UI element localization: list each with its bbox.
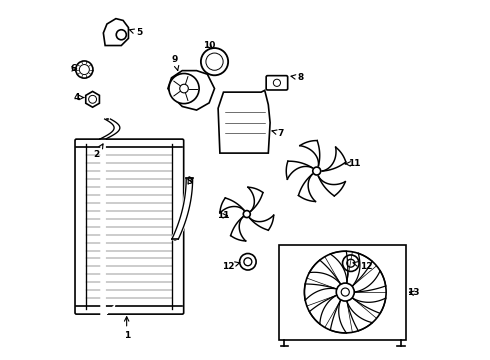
Circle shape <box>76 61 93 78</box>
Text: 1: 1 <box>123 317 130 341</box>
Circle shape <box>89 95 97 103</box>
Text: 10: 10 <box>203 41 215 50</box>
Circle shape <box>240 253 256 270</box>
Bar <box>279 244 406 339</box>
FancyBboxPatch shape <box>75 139 184 314</box>
Polygon shape <box>86 91 99 107</box>
Text: 6: 6 <box>71 64 77 73</box>
Text: 7: 7 <box>272 129 284 138</box>
Circle shape <box>180 84 188 93</box>
Circle shape <box>347 259 355 267</box>
Polygon shape <box>103 19 128 45</box>
Text: 3: 3 <box>186 177 193 186</box>
Circle shape <box>273 79 280 86</box>
Text: 12: 12 <box>221 262 240 271</box>
Text: 4: 4 <box>74 93 84 102</box>
Circle shape <box>341 288 349 296</box>
Circle shape <box>244 258 252 266</box>
Text: 11: 11 <box>345 159 361 168</box>
Circle shape <box>244 211 250 217</box>
Circle shape <box>116 30 126 40</box>
Circle shape <box>336 283 354 301</box>
Text: 13: 13 <box>407 288 419 297</box>
FancyBboxPatch shape <box>266 76 288 90</box>
Text: 5: 5 <box>130 28 142 37</box>
Text: 2: 2 <box>93 144 103 159</box>
Circle shape <box>79 64 89 75</box>
Text: 11: 11 <box>217 211 230 220</box>
Text: 8: 8 <box>291 73 304 82</box>
Polygon shape <box>168 71 215 110</box>
Circle shape <box>343 255 359 271</box>
Polygon shape <box>218 90 270 153</box>
Text: 12: 12 <box>353 262 372 271</box>
Circle shape <box>313 167 320 175</box>
Text: 9: 9 <box>172 55 179 71</box>
Circle shape <box>304 251 386 333</box>
Circle shape <box>201 48 228 75</box>
Circle shape <box>169 73 199 104</box>
Circle shape <box>206 53 223 70</box>
